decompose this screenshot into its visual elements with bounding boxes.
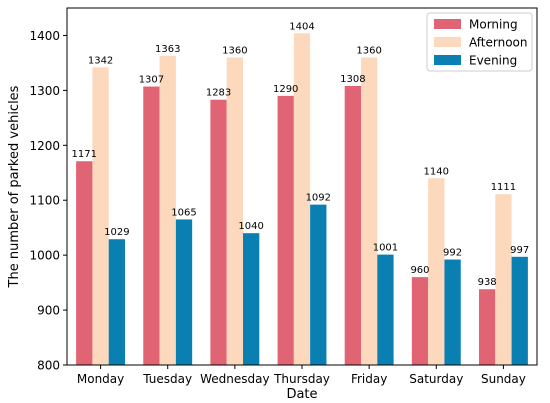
bar-value-label: 1140 (424, 166, 449, 177)
x-axis: Monday Tuesday Wednesday Thursday Friday Satu… (77, 365, 526, 386)
x-tick-label: Saturday (409, 372, 463, 386)
bar-value-label: 1307 (139, 75, 164, 86)
bar-value-label: 1360 (222, 45, 247, 56)
bar-value-label: 1360 (356, 45, 381, 56)
bar-value-label: 1092 (306, 193, 331, 204)
bar-value-label: 1040 (238, 221, 263, 232)
bar-afternoon-wednesday (226, 57, 244, 365)
bar-morning-wednesday (210, 99, 227, 366)
bar-evening-thursday (310, 204, 327, 365)
bar-afternoon-friday (360, 57, 378, 365)
y-tick-label: 1000 (29, 249, 60, 263)
legend-swatch-evening (434, 55, 461, 65)
bar-afternoon-sunday (495, 194, 512, 365)
x-axis-label: Date (286, 387, 317, 402)
y-tick-label: 900 (37, 304, 60, 318)
x-tick-label: Wednesday (200, 372, 269, 386)
bar-value-label: 1363 (155, 44, 180, 55)
bar-value-label: 997 (510, 245, 529, 256)
bar-value-label: 1111 (491, 182, 516, 193)
bar-value-labels: 1171 1342 1029 1307 1363 1065 1283 1360 1040 1290… (72, 21, 530, 288)
bar-evening-saturday (444, 259, 461, 365)
bar-evening-sunday (511, 256, 528, 365)
y-tick-label: 800 (37, 359, 60, 373)
bar-morning-thursday (277, 95, 294, 365)
legend-label-evening: Evening (469, 54, 517, 68)
y-axis: 800 900 1000 1100 1200 1300 1400 (29, 29, 67, 373)
legend-swatch-morning (434, 19, 461, 29)
bar-evening-wednesday (243, 233, 260, 365)
bar-value-label: 1029 (104, 227, 129, 238)
x-tick-label: Tuesday (142, 372, 192, 386)
bar-value-label: 1308 (340, 74, 365, 85)
bar-evening-monday (108, 239, 126, 365)
bar-evening-friday (377, 254, 394, 365)
bar-morning-monday (76, 161, 93, 365)
y-tick-label: 1200 (29, 139, 60, 153)
bar-afternoon-thursday (293, 33, 311, 365)
x-tick-label: Monday (77, 372, 124, 386)
bar-value-label: 960 (410, 265, 429, 276)
legend-label-morning: Morning (469, 18, 518, 32)
x-tick-label: Friday (351, 372, 387, 386)
bar-afternoon-saturday (428, 178, 445, 365)
bar-value-label: 1290 (273, 84, 298, 95)
legend-swatch-afternoon (434, 37, 461, 47)
bar-value-label: 938 (478, 277, 497, 288)
y-tick-label: 1100 (29, 194, 60, 208)
bar-evening-tuesday (175, 219, 193, 365)
bar-value-label: 1065 (171, 207, 196, 218)
y-tick-label: 1300 (29, 84, 60, 98)
bar-afternoon-tuesday (159, 55, 176, 365)
plot-frame (66, 7, 538, 366)
bar-value-label: 1171 (72, 149, 97, 160)
bar-afternoon-monday (92, 67, 109, 365)
y-axis-label: The number of parked vehicles (7, 85, 22, 288)
bar-morning-tuesday (143, 86, 160, 365)
bar-morning-saturday (411, 277, 429, 365)
bar-morning-sunday (478, 289, 496, 365)
bar-value-label: 1404 (289, 21, 314, 32)
bars-group (76, 33, 528, 366)
bar-value-label: 1283 (206, 88, 231, 99)
bar-value-label: 1001 (373, 243, 398, 254)
bar-morning-friday (344, 85, 361, 365)
x-tick-label: Sunday (481, 372, 526, 386)
legend-label-afternoon: Afternoon (469, 36, 528, 50)
x-tick-label: Thursday (273, 372, 330, 386)
y-tick-label: 1400 (29, 29, 60, 43)
bar-value-label: 992 (443, 248, 462, 259)
legend: Morning Afternoon Evening (426, 12, 533, 72)
bar-value-label: 1342 (88, 55, 113, 66)
